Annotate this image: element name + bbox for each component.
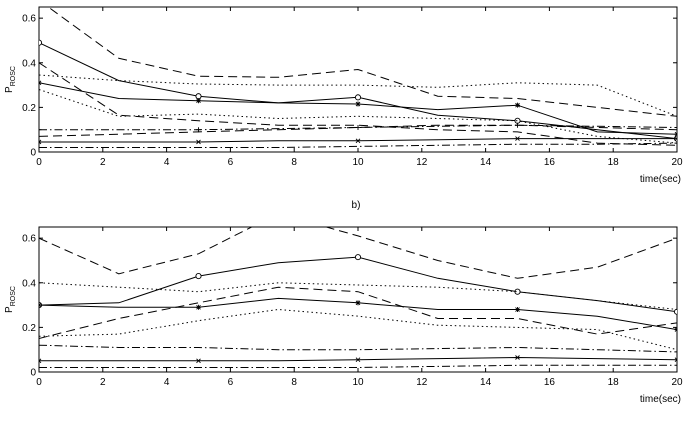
y-axis-bottom: 0 0.2 0.4 0.6 [22,234,677,379]
y-tick-label-bottom: 0 [30,368,36,379]
x-tick-label-top: 6 [228,157,234,168]
data-point-bottom-8 [39,358,42,364]
data-point-bottom-4 [355,300,361,306]
data-point-top-1 [354,94,362,101]
y-axis-top: 0 0.2 0.4 0.6 [22,14,677,159]
x-tick-label-bottom: 20 [671,377,683,388]
x-tick-label-top: 2 [100,157,106,168]
plot-frame-top [38,6,678,153]
y-tick-label-bottom: 0.6 [22,234,36,245]
data-point-bottom-2 [673,308,677,315]
data-point-top-4 [515,102,520,108]
series-line-top-7 [39,124,677,131]
chart-top: 0 0.2 0.4 0.6 0 2 4 6 8 10 12 14 16 18 20 PROSC time(… [4,6,683,185]
data-point-bottom-8 [515,355,520,360]
y-tick-label-top: 0 [30,148,36,159]
x-tick-label-top: 4 [164,157,170,168]
data-point-top-1 [514,117,521,124]
x-tick-label-bottom: 2 [100,377,106,388]
data-point-bottom-8 [196,358,201,364]
x-tick-label-bottom: 18 [608,377,620,388]
x-axis-top: 0 2 4 6 8 10 12 14 16 18 20 [36,7,683,168]
series-line-top-2 [47,7,677,117]
x-tick-label-top: 16 [544,157,556,168]
y-axis-label-sub-top: ROSC [10,66,17,86]
data-point-bottom-4 [196,304,201,310]
chart-bottom: 0 0.2 0.4 0.6 0 2 4 6 8 10 12 14 16 18 20 PROSC time(… [4,226,683,405]
x-tick-label-bottom: 12 [416,377,428,388]
data-point-top-4 [39,80,42,86]
series-line-bottom-1 [39,227,677,279]
y-tick-label-top: 0.4 [22,58,36,69]
x-tick-label-bottom: 8 [291,377,297,388]
y-axis-label-main-bottom: P [4,306,15,313]
data-point-bottom-4 [39,302,42,308]
x-tick-label-top: 12 [416,157,428,168]
panel-label-b: b) [352,200,361,211]
series-line-top-3 [39,62,677,146]
series-group-bottom [39,227,677,368]
x-tick-label-top: 20 [671,157,683,168]
data-point-top-7 [674,124,677,130]
data-point-top-1 [195,93,202,100]
data-point-top-7 [196,127,201,133]
data-point-top-9 [515,136,520,141]
y-axis-label-sub-bottom: ROSC [10,286,17,306]
data-point-bottom-8 [355,357,361,363]
x-axis-label-top: time(sec) [640,174,681,185]
y-tick-label-bottom: 0.4 [22,278,36,289]
x-tick-label-bottom: 0 [36,377,42,388]
data-point-top-9 [674,136,677,141]
x-tick-label-top: 14 [480,157,492,168]
data-point-top-4 [674,131,677,137]
x-tick-label-bottom: 16 [544,377,556,388]
data-point-top-1 [39,39,43,46]
x-tick-label-bottom: 6 [228,377,234,388]
data-point-bottom-4 [515,307,520,313]
y-axis-label-main-top: P [4,86,15,93]
x-axis-bottom: 0 2 4 6 8 10 12 14 16 18 20 [36,227,683,388]
series-line-bottom-7 [39,344,677,353]
data-point-bottom-2 [195,273,202,280]
data-point-top-4 [355,101,361,107]
x-tick-label-bottom: 4 [164,377,170,388]
x-tick-label-top: 10 [352,157,364,168]
x-tick-label-bottom: 14 [480,377,492,388]
x-axis-label-bottom: time(sec) [640,394,681,405]
data-point-top-7 [355,124,361,130]
data-point-top-9 [196,139,201,145]
data-point-top-9 [39,139,42,145]
data-point-top-9 [355,138,361,144]
series-group-top [39,7,677,148]
y-tick-label-top: 0.6 [22,14,36,25]
x-tick-label-top: 18 [608,157,620,168]
x-tick-label-top: 8 [291,157,297,168]
x-tick-label-top: 0 [36,157,42,168]
data-point-bottom-8 [674,357,677,363]
plot-frame-bottom [38,226,678,373]
series-line-bottom-9 [39,364,677,368]
y-tick-label-top: 0.2 [22,103,36,114]
series-line-top-5 [39,74,677,117]
y-tick-label-bottom: 0.2 [22,323,36,334]
y-axis-label-top: PROSC [4,66,17,93]
y-axis-label-bottom: PROSC [4,286,17,313]
data-point-top-4 [196,98,201,104]
x-tick-label-bottom: 10 [352,377,364,388]
series-line-bottom-3 [39,282,677,310]
data-point-top-7 [39,127,42,133]
series-line-bottom-5 [39,286,677,339]
series-line-top-10 [39,142,677,148]
data-point-bottom-4 [674,327,677,333]
data-point-bottom-2 [354,254,362,261]
series-line-top-8 [39,124,677,137]
series-line-top-1 [39,42,677,140]
